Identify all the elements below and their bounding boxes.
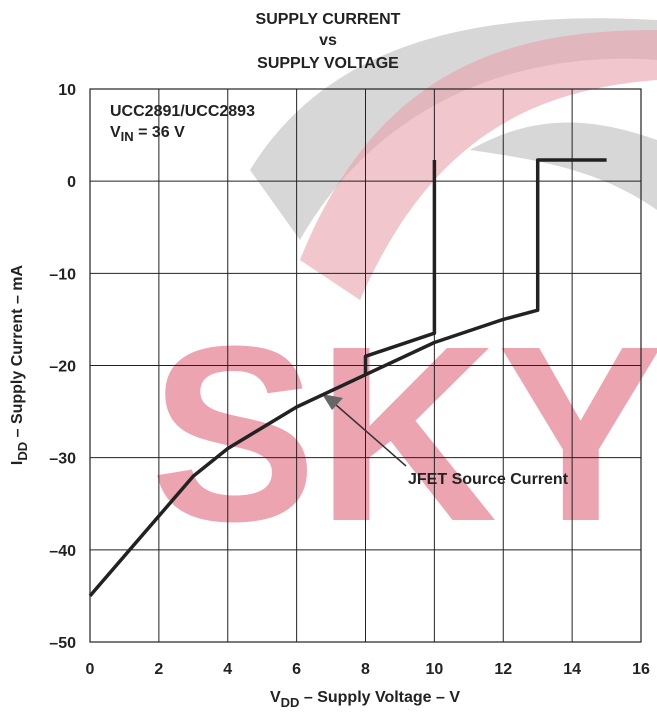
x-axis-label-part: V	[270, 689, 281, 706]
chart-title: vs	[319, 32, 337, 49]
plot-frame	[89, 88, 642, 643]
x-tick-label: 6	[292, 661, 301, 678]
y-axis-label-part: I	[9, 461, 26, 465]
annotation-part: V	[110, 124, 121, 141]
data-line	[88, 158, 607, 598]
x-tick-label: 4	[223, 661, 232, 678]
x-tick-label: 2	[154, 661, 163, 678]
y-tick-label: –10	[49, 266, 76, 283]
chart-title: SUPPLY VOLTAGE	[257, 55, 399, 72]
watermark-swoosh	[470, 122, 657, 210]
y-tick-label: 0	[67, 174, 76, 191]
x-tick-label: 12	[494, 661, 512, 678]
annotation-arrow	[334, 403, 407, 467]
watermark-swoosh	[300, 30, 657, 300]
x-tick-label: 16	[632, 661, 650, 678]
chart-title: SUPPLY CURRENT	[256, 11, 401, 28]
x-tick-label: 10	[425, 661, 443, 678]
x-tick-label: 8	[361, 661, 370, 678]
y-tick-label: 10	[58, 82, 76, 99]
y-axis-label-part: DD	[15, 442, 30, 461]
annotation: UCC2891/UCC2893	[110, 103, 255, 120]
x-tick-label: 14	[563, 661, 581, 678]
annotation: VIN = 36 V	[110, 124, 185, 144]
x-tick-label: 0	[86, 661, 95, 678]
y-tick-label: –20	[49, 359, 76, 376]
annotation: JFET Source Current	[408, 471, 569, 488]
x-axis-label-part: – Supply Voltage – V	[299, 689, 460, 706]
x-axis-label: VDD – Supply Voltage – V	[270, 689, 460, 710]
x-axis-label-part: DD	[281, 695, 300, 710]
annotation-arrowhead	[322, 394, 343, 410]
y-tick-label: –40	[49, 543, 76, 560]
y-axis-label: IDD – Supply Current – mA	[9, 264, 30, 465]
y-tick-label: –50	[49, 635, 76, 652]
y-tick-label: –30	[49, 451, 76, 468]
watermark-swoosh	[250, 18, 657, 240]
annotation-part: IN	[121, 129, 134, 144]
annotation-part: = 36 V	[134, 124, 185, 141]
watermark: SKY	[150, 294, 657, 573]
y-axis-label-part: – Supply Current – mA	[9, 264, 26, 441]
